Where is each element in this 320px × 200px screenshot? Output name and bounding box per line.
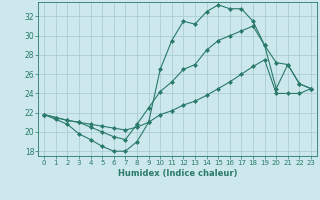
- X-axis label: Humidex (Indice chaleur): Humidex (Indice chaleur): [118, 169, 237, 178]
